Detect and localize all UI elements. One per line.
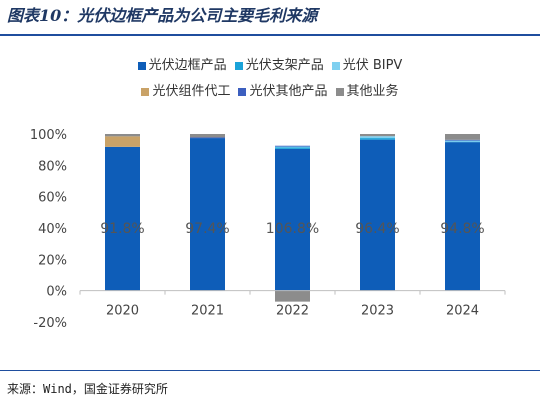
bar-segment	[445, 139, 480, 141]
y-tick-label: 40%	[38, 222, 67, 237]
data-label: 91.8%	[100, 221, 144, 237]
legend-label-border: 光伏边框产品	[148, 58, 227, 73]
bar-segment	[190, 138, 225, 291]
bar-segment	[360, 138, 395, 140]
bar-segment	[275, 145, 310, 147]
bar-segment	[275, 148, 310, 291]
y-tick-label: 60%	[38, 191, 67, 206]
x-tick-label: 2023	[361, 304, 394, 319]
bar-segment	[275, 290, 310, 302]
legend-swatch-other-business	[335, 88, 344, 96]
legend-swatch-border	[137, 62, 146, 70]
chart-plot: -20% 0% 20% 40% 60% 80% 100% 91.8% 2020 97.4% 2021…	[30, 128, 506, 331]
legend-item-module-oem: 光伏组件代工	[141, 82, 230, 102]
y-tick-label: 20%	[38, 253, 67, 268]
legend-item-other-business: 其他业务	[335, 82, 399, 102]
bar-segment	[275, 146, 310, 148]
data-label: 106.8%	[266, 221, 319, 237]
legend: 光伏边框产品 光伏支架产品 光伏 BIPV 光伏组件代工 光伏其他产品 其他业务	[0, 56, 540, 108]
legend-item-bipv: 光伏 BIPV	[331, 56, 403, 76]
legend-label-other-business: 其他业务	[346, 84, 399, 99]
y-tick-label: 0%	[46, 285, 67, 300]
x-tick-label: 2021	[191, 304, 224, 319]
legend-row-1: 光伏边框产品 光伏支架产品 光伏 BIPV	[0, 56, 540, 76]
bar-segment	[360, 139, 395, 291]
y-tick-label: -20%	[33, 316, 67, 331]
bar-segment	[360, 136, 395, 139]
legend-label-pv-other: 光伏其他产品	[249, 84, 328, 99]
legend-item-border: 光伏边框产品	[137, 56, 227, 76]
y-tick-label: 100%	[30, 128, 67, 143]
legend-swatch-bracket	[234, 62, 243, 70]
data-label: 96.4%	[355, 221, 399, 237]
bar-segment	[190, 134, 225, 138]
data-label: 94.8%	[440, 221, 484, 237]
legend-label-module-oem: 光伏组件代工	[152, 84, 231, 99]
bar-segment	[445, 134, 480, 140]
x-tick-label: 2022	[276, 304, 309, 319]
x-tick-label: 2024	[446, 304, 479, 319]
title-divider	[0, 34, 540, 36]
chart-title: 图表10：光伏边框产品为公司主要毛利来源	[7, 6, 318, 25]
y-tick-label: 80%	[38, 159, 67, 174]
x-tick-label: 2020	[106, 304, 139, 319]
bar-segment	[105, 134, 140, 137]
legend-item-bracket: 光伏支架产品	[234, 56, 324, 76]
bar-segment	[275, 147, 310, 149]
bar-segment	[445, 140, 480, 142]
source-note: 来源：Wind，国金证券研究所	[7, 382, 168, 396]
bar-segment	[360, 134, 395, 137]
footer-divider	[0, 370, 540, 371]
legend-swatch-bipv	[331, 62, 340, 70]
bar-segment	[190, 137, 225, 139]
bar-segment	[445, 142, 480, 291]
legend-swatch-module-oem	[141, 88, 150, 96]
bar-segment	[105, 146, 140, 291]
legend-label-bracket: 光伏支架产品	[245, 58, 324, 73]
legend-item-pv-other: 光伏其他产品	[238, 82, 328, 102]
legend-swatch-pv-other	[238, 88, 247, 96]
bar-segment	[105, 136, 140, 147]
legend-label-bipv: 光伏 BIPV	[342, 58, 403, 73]
legend-row-2: 光伏组件代工 光伏其他产品 其他业务	[0, 82, 540, 102]
data-label: 97.4%	[185, 221, 229, 237]
